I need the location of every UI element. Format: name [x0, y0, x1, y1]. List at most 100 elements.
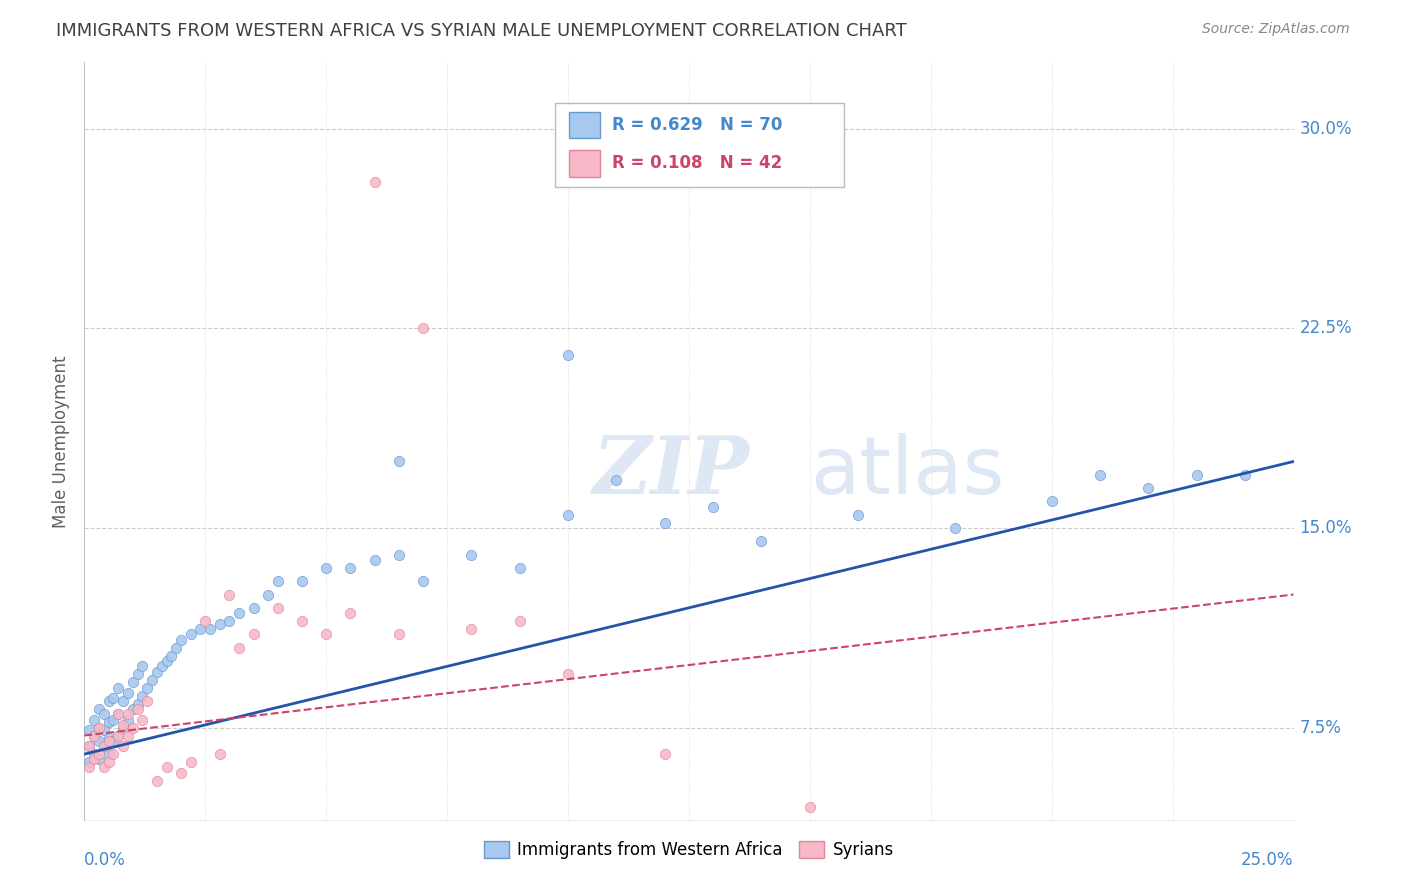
Point [83, 752, 105, 766]
Point [131, 689, 153, 703]
Point [136, 681, 159, 695]
Point [1185, 467, 1208, 482]
Point [702, 500, 724, 514]
Point [117, 729, 139, 743]
Point [388, 548, 411, 562]
Point [194, 614, 217, 628]
Point [83, 729, 105, 743]
Point [242, 600, 264, 615]
Text: 15.0%: 15.0% [1299, 519, 1353, 537]
Point [87, 747, 110, 761]
Point [107, 729, 129, 743]
Point [127, 702, 149, 716]
Point [799, 800, 821, 814]
Point [1088, 467, 1111, 482]
Point [83, 747, 105, 761]
Point [93, 707, 115, 722]
Point [112, 721, 135, 735]
Point [93, 739, 115, 753]
Point [846, 508, 869, 522]
Point [190, 622, 212, 636]
Point [208, 616, 231, 631]
Point [121, 675, 143, 690]
Point [267, 574, 290, 589]
Point [654, 516, 676, 530]
Point [97, 734, 120, 748]
Text: ZIP: ZIP [592, 434, 749, 510]
Point [112, 718, 135, 732]
Point [155, 760, 177, 774]
Point [127, 667, 149, 681]
Point [87, 721, 110, 735]
Point [83, 729, 105, 743]
Point [107, 681, 129, 695]
Point [77, 739, 100, 753]
Point [112, 739, 135, 753]
Point [228, 606, 250, 620]
Point [107, 707, 129, 722]
Point [87, 721, 110, 735]
Point [460, 622, 482, 636]
Point [107, 729, 129, 743]
Y-axis label: Male Unemployment: Male Unemployment [52, 355, 70, 528]
Point [146, 773, 169, 788]
Point [93, 739, 115, 753]
Point [557, 667, 579, 681]
Point [208, 747, 231, 761]
Point [97, 747, 120, 761]
Point [103, 747, 125, 761]
Point [242, 627, 264, 641]
Text: IMMIGRANTS FROM WESTERN AFRICA VS SYRIAN MALE UNEMPLOYMENT CORRELATION CHART: IMMIGRANTS FROM WESTERN AFRICA VS SYRIAN… [56, 22, 907, 40]
Point [112, 694, 135, 708]
Point [751, 534, 773, 549]
Point [155, 654, 177, 668]
Point [141, 673, 163, 687]
Point [509, 561, 531, 575]
Point [388, 454, 411, 468]
Point [77, 739, 100, 753]
Point [136, 694, 159, 708]
Point [257, 587, 280, 601]
Point [150, 659, 173, 673]
Point [1137, 481, 1160, 495]
Point [77, 760, 100, 774]
Point [97, 755, 120, 769]
Point [103, 691, 125, 706]
Point [315, 627, 337, 641]
Point [131, 713, 153, 727]
Point [87, 752, 110, 766]
Text: 30.0%: 30.0% [1299, 120, 1353, 138]
Point [363, 175, 385, 189]
Point [460, 548, 482, 562]
Point [77, 723, 100, 738]
Point [170, 632, 193, 647]
Point [97, 715, 120, 730]
Point [557, 348, 579, 362]
Point [103, 713, 125, 727]
Point [1234, 467, 1257, 482]
Point [315, 561, 337, 575]
Point [97, 731, 120, 746]
Point [218, 587, 240, 601]
Point [77, 755, 100, 769]
Point [97, 694, 120, 708]
Point [228, 640, 250, 655]
Point [83, 713, 105, 727]
Point [87, 734, 110, 748]
Text: 0.0%: 0.0% [84, 851, 127, 869]
Point [412, 574, 434, 589]
Point [93, 760, 115, 774]
Point [943, 521, 966, 535]
Point [605, 473, 627, 487]
Text: R = 0.108   N = 42: R = 0.108 N = 42 [612, 154, 782, 172]
Text: 25.0%: 25.0% [1241, 851, 1294, 869]
Text: 22.5%: 22.5% [1299, 319, 1353, 337]
Point [117, 686, 139, 700]
Point [339, 606, 361, 620]
Point [363, 553, 385, 567]
Point [93, 723, 115, 738]
Text: atlas: atlas [810, 433, 1004, 511]
Point [1040, 494, 1063, 508]
Point [117, 713, 139, 727]
Point [198, 622, 221, 636]
